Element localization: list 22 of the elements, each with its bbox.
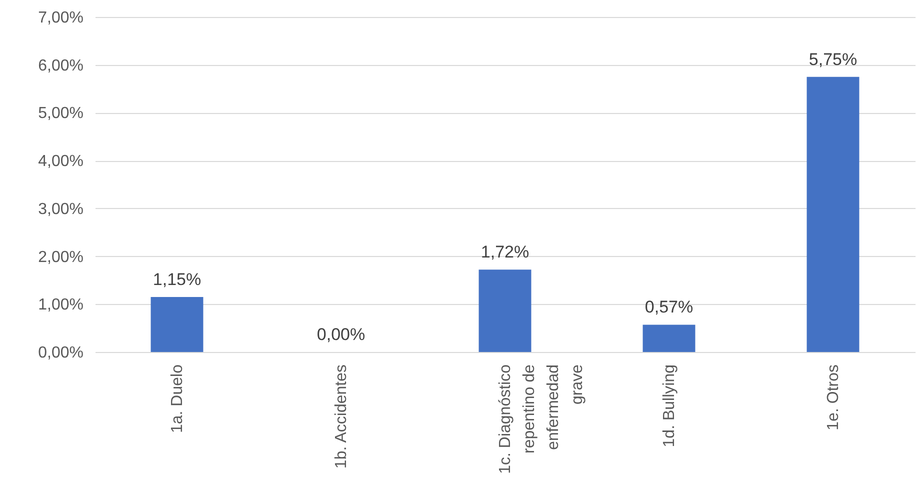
data-label: 5,75% xyxy=(808,50,858,69)
bar xyxy=(642,324,696,352)
y-tick-label: 6,00% xyxy=(38,57,84,74)
data-label: 1,72% xyxy=(480,242,530,262)
data-label: 1,15% xyxy=(152,270,202,289)
bar xyxy=(478,270,532,352)
y-tick-label: 4,00% xyxy=(38,153,84,170)
y-tick-label: 7,00% xyxy=(38,10,84,26)
bar xyxy=(150,296,204,352)
x-tick-label: 1d. Bullying xyxy=(661,364,678,448)
bar xyxy=(806,76,860,352)
y-tick-label: 1,00% xyxy=(38,296,84,314)
y-tick-label: 0,00% xyxy=(38,344,84,362)
y-tick-label: 5,00% xyxy=(38,105,84,122)
data-label: 0,00% xyxy=(316,325,366,344)
data-label: 0,57% xyxy=(644,298,694,317)
x-tick-label: 1a. Duelo xyxy=(169,364,186,433)
x-tick-label: 1e. Otros xyxy=(825,364,842,430)
x-tick-label: 1b. Accidentes xyxy=(333,364,350,469)
y-tick-label: 2,00% xyxy=(38,248,84,266)
x-tick-label: 1c. Diagnóstico repentino de enfermedad grave xyxy=(497,364,586,474)
y-tick-label: 3,00% xyxy=(38,200,84,218)
